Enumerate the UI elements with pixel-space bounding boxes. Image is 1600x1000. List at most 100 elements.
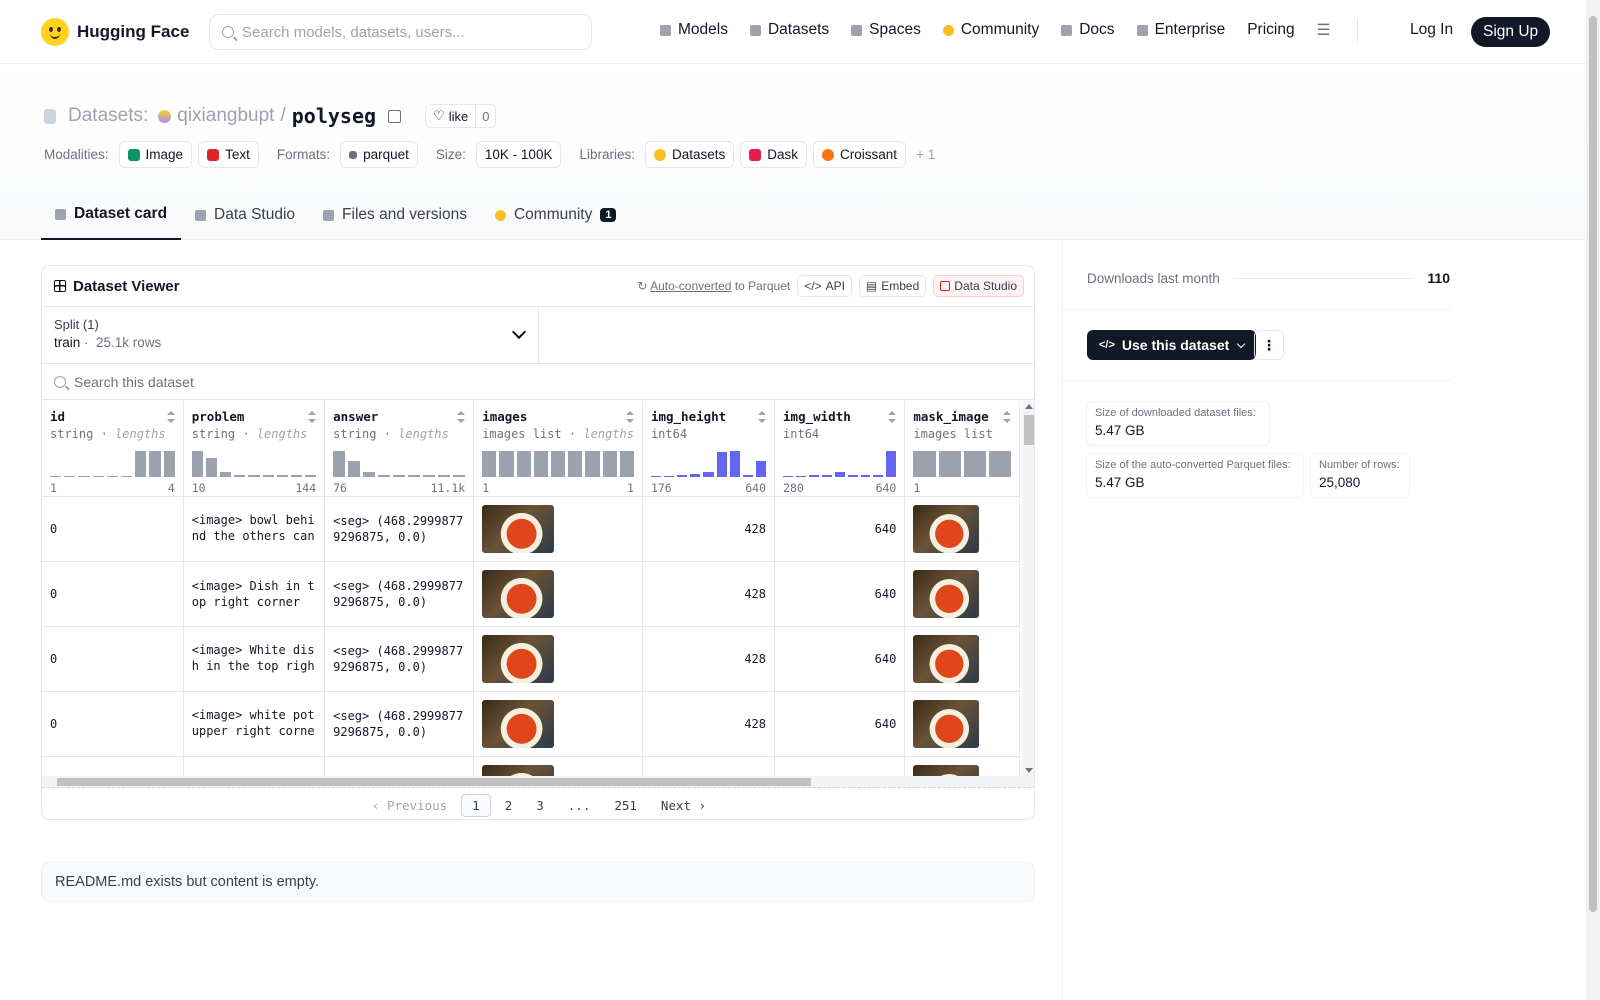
cell-img-height[interactable]: 428 — [642, 561, 776, 627]
global-search-input[interactable] — [242, 23, 562, 41]
sort-icon[interactable] — [625, 411, 634, 423]
sort-icon[interactable] — [758, 411, 767, 423]
copy-icon[interactable] — [388, 109, 402, 123]
histogram-bar[interactable] — [834, 472, 845, 477]
table-row[interactable] — [42, 756, 1020, 776]
split-selector[interactable]: Split (1) train · 25.1k rows — [42, 307, 539, 363]
histogram-bar[interactable] — [378, 475, 391, 477]
tab-dataset-card[interactable]: Dataset card — [41, 190, 182, 240]
histogram-bar[interactable] — [938, 451, 961, 477]
sort-icon[interactable] — [166, 411, 175, 423]
cell-id[interactable]: 0 — [42, 626, 184, 692]
histogram-bar[interactable] — [262, 475, 274, 477]
histogram-bar[interactable] — [482, 451, 497, 477]
cell-images[interactable] — [473, 691, 643, 757]
vertical-scroll-thumb[interactable] — [1024, 415, 1034, 445]
page-scrollbar[interactable] — [1586, 0, 1600, 1000]
histogram-bar[interactable] — [533, 451, 548, 477]
histogram-bar[interactable] — [276, 475, 288, 477]
histogram-bar[interactable] — [847, 475, 858, 477]
image-thumbnail[interactable] — [482, 504, 555, 553]
tag-size[interactable]: 10K - 100K — [475, 141, 562, 168]
histogram-bar[interactable] — [690, 473, 701, 477]
histogram-bar[interactable] — [664, 475, 675, 477]
cell-mask-image[interactable] — [904, 691, 1020, 757]
page-3-button[interactable]: 3 — [536, 797, 544, 813]
histogram-bar[interactable] — [988, 451, 1011, 477]
histogram-bar[interactable] — [550, 451, 566, 477]
tab-data-studio[interactable]: Data Studio — [181, 190, 309, 240]
histogram-bar[interactable] — [913, 451, 936, 477]
histogram-bar[interactable] — [149, 451, 161, 477]
histogram-bar[interactable] — [873, 475, 884, 477]
column-header-3[interactable]: images images list · lengths 1 1 — [473, 401, 643, 497]
api-button[interactable]: </> API — [797, 275, 852, 297]
table-row[interactable]: 0<image> White dish in the top right cor… — [42, 626, 1020, 692]
mask-thumbnail[interactable] — [913, 569, 980, 618]
auto-converted-link[interactable]: Auto-converted — [650, 279, 732, 293]
column-header-0[interactable]: id string · lengths 1 4 — [42, 401, 184, 497]
histogram-bar[interactable] — [860, 475, 871, 477]
nav-enterprise[interactable]: Enterprise — [1136, 21, 1225, 39]
histogram-bar[interactable] — [78, 475, 90, 477]
cell-images[interactable] — [473, 496, 643, 562]
histogram-bar[interactable] — [64, 475, 76, 477]
histogram-bar[interactable] — [106, 475, 118, 477]
column-header-6[interactable]: mask_image images list 1 — [904, 401, 1020, 497]
histogram-bar[interactable] — [453, 475, 466, 477]
histogram-bar[interactable] — [568, 451, 583, 477]
tags-more[interactable]: + 1 — [916, 147, 936, 162]
tag-text[interactable]: Text — [198, 141, 259, 168]
data-studio-button[interactable]: Data Studio — [933, 275, 1024, 297]
mask-thumbnail[interactable] — [913, 504, 980, 553]
nav-community[interactable]: Community — [942, 21, 1039, 39]
cell-mask-image[interactable] — [904, 496, 1020, 562]
mask-thumbnail[interactable] — [913, 764, 980, 776]
dataset-search-input[interactable] — [74, 373, 574, 390]
cell-problem[interactable]: <image> white pot upper right corner — [183, 691, 326, 757]
cell-img-width[interactable]: 640 — [774, 626, 906, 692]
histogram-bar[interactable] — [348, 461, 361, 477]
like-button[interactable]: ♡ like 0 — [425, 104, 497, 128]
histogram-bar[interactable] — [120, 475, 133, 477]
histogram-bar[interactable] — [234, 475, 246, 477]
cell-answer[interactable]: <seg> (468.29998779296875, 0.0) — [324, 561, 475, 627]
nav-models[interactable]: Models — [660, 21, 728, 39]
image-thumbnail[interactable] — [482, 569, 555, 618]
histogram-bar[interactable] — [619, 451, 634, 477]
tag-dask[interactable]: Dask — [740, 141, 808, 168]
histogram-bar[interactable] — [795, 475, 806, 477]
sort-icon[interactable] — [457, 411, 466, 423]
global-search[interactable] — [209, 14, 592, 50]
cell-mask-image[interactable] — [904, 626, 1020, 692]
histogram-bar[interactable] — [716, 452, 727, 477]
cell-id[interactable]: 0 — [42, 691, 184, 757]
sort-icon[interactable] — [888, 411, 897, 423]
page-scroll-thumb[interactable] — [1589, 16, 1597, 912]
login-link[interactable]: Log In — [1410, 21, 1454, 38]
histogram-bar[interactable] — [963, 451, 986, 477]
histogram-bar[interactable] — [886, 451, 897, 477]
cell-images[interactable] — [473, 626, 643, 692]
sort-icon[interactable] — [1003, 411, 1011, 423]
cell-id[interactable]: 0 — [42, 561, 184, 627]
page-2-button[interactable]: 2 — [504, 797, 513, 813]
tab-files[interactable]: Files and versions — [309, 190, 481, 240]
image-thumbnail[interactable] — [482, 764, 555, 776]
histogram-bar[interactable] — [585, 451, 600, 477]
cell-img-width[interactable]: 640 — [774, 691, 906, 757]
sort-icon[interactable] — [308, 411, 317, 423]
column-header-1[interactable]: problem string · lengths 10 144 — [183, 401, 326, 497]
cell-problem[interactable]: <image> bowl behind the others can only … — [183, 496, 326, 562]
tag-datasets[interactable]: Datasets — [644, 141, 735, 168]
histogram-bar[interactable] — [729, 451, 740, 477]
repo-owner[interactable]: qixiangbupt — [177, 105, 275, 126]
horizontal-scrollbar[interactable] — [42, 776, 1034, 788]
more-options-button[interactable]: ⋮ — [1254, 330, 1284, 360]
histogram-bar[interactable] — [163, 451, 175, 477]
cell-id[interactable]: 0 — [42, 496, 184, 562]
mask-thumbnail[interactable] — [913, 634, 980, 683]
cell-img-width[interactable]: 640 — [774, 496, 906, 562]
histogram-bar[interactable] — [423, 475, 436, 477]
image-thumbnail[interactable] — [482, 634, 555, 683]
